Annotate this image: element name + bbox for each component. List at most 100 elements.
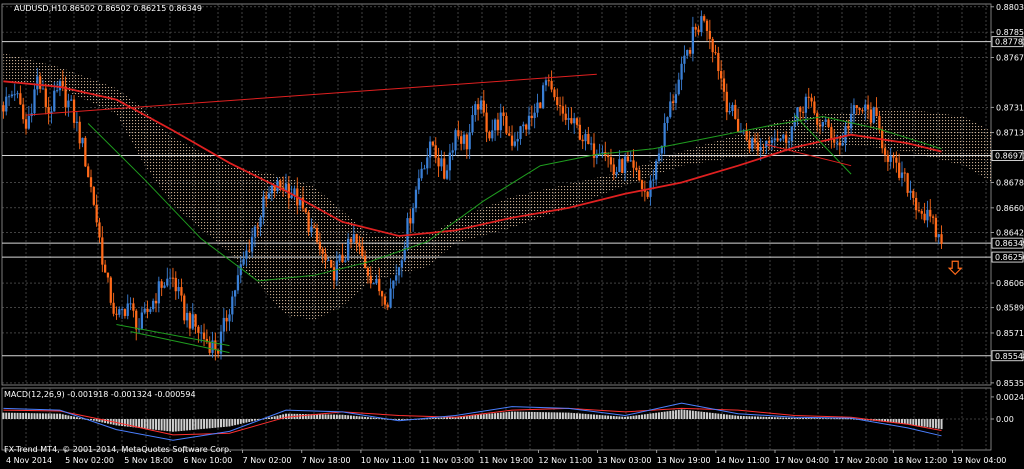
macd-histogram-bar — [539, 412, 542, 419]
candle-body — [55, 90, 59, 92]
candle-body — [931, 216, 935, 218]
candle-body — [27, 116, 30, 129]
macd-histogram-bar — [508, 411, 511, 419]
moving-average-line — [3, 80, 942, 237]
macd-histogram-bar — [776, 417, 779, 419]
candle-body — [513, 141, 516, 146]
macd-histogram-bar — [827, 418, 830, 420]
macd-histogram-bar — [372, 417, 375, 419]
candle-body — [751, 138, 754, 149]
macd-histogram-bar — [573, 413, 576, 419]
candle-body — [635, 167, 638, 171]
macd-histogram-bar — [731, 415, 734, 419]
macd-histogram-bar — [22, 412, 25, 419]
candle-body — [914, 197, 918, 211]
macd-histogram-bar — [830, 418, 833, 420]
macd-histogram-bar — [152, 419, 155, 430]
candle-body — [174, 277, 177, 292]
candle-body — [926, 209, 929, 221]
macd-histogram-bar — [333, 414, 336, 419]
macd-histogram-bar — [446, 417, 449, 419]
macd-histogram-bar — [790, 417, 793, 419]
candle-body — [479, 100, 483, 110]
candle-body — [539, 102, 542, 109]
trend-line — [25, 73, 597, 116]
candle-body — [208, 342, 211, 353]
candle-body — [816, 113, 819, 125]
macd-histogram-bar — [666, 411, 669, 419]
candle-body — [717, 53, 720, 72]
candle-body — [691, 26, 695, 54]
candle-body — [191, 314, 194, 329]
macd-histogram-bar — [680, 409, 683, 419]
candle-body — [327, 259, 330, 261]
macd-histogram-bar — [33, 413, 36, 419]
macd-histogram-bar — [759, 416, 762, 419]
macd-histogram-bar — [358, 416, 361, 419]
candle-body — [273, 185, 276, 192]
macd-histogram-bar — [505, 412, 508, 419]
candle-body — [553, 89, 556, 97]
candle-body — [313, 226, 316, 229]
candle-body — [663, 123, 666, 146]
candle-body — [827, 119, 830, 128]
candle-body — [16, 93, 19, 95]
candle-body — [592, 143, 596, 158]
macd-histogram-bar — [915, 419, 918, 426]
candle-body — [714, 52, 717, 54]
macd-histogram-bar — [852, 418, 855, 420]
candle-body — [338, 254, 341, 261]
macd-histogram-bar — [553, 412, 556, 419]
macd-histogram-bar — [313, 414, 316, 419]
macd-histogram-bar — [19, 412, 22, 419]
candle-body — [541, 85, 545, 109]
candle-body — [824, 119, 827, 122]
macd-histogram-bar — [471, 415, 474, 419]
macd-histogram-bar — [920, 419, 923, 427]
candle-body — [248, 250, 251, 252]
candle-body — [445, 170, 449, 179]
macd-histogram-bar — [369, 417, 372, 419]
candle-body — [773, 138, 776, 141]
macd-histogram-bar — [886, 419, 889, 423]
candle-body — [581, 139, 584, 142]
macd-histogram-bar — [892, 419, 895, 423]
macd-histogram-bar — [454, 416, 457, 419]
candle-body — [804, 96, 808, 113]
x-tick-label: 4 Nov 2014 — [6, 456, 52, 465]
macd-histogram-bar — [330, 414, 333, 419]
candle-body — [595, 154, 598, 158]
macd-histogram-bar — [41, 413, 44, 419]
macd-histogram-bar — [81, 418, 84, 420]
candle-body — [154, 300, 158, 304]
price-tag-box — [991, 237, 1024, 249]
macd-histogram-bar — [618, 416, 621, 419]
x-tick-label: 5 Nov 18:00 — [124, 456, 173, 465]
candle-body — [262, 196, 265, 218]
candle-body — [245, 250, 248, 259]
macd-histogram-bar — [318, 414, 321, 419]
macd-histogram-bar — [756, 416, 759, 419]
candle-body — [457, 130, 460, 137]
macd-histogram-bar — [779, 417, 782, 419]
macd-histogram-bar — [448, 417, 451, 419]
macd-histogram-bar — [265, 418, 268, 419]
macd-histogram-bar — [796, 417, 799, 419]
candle-body — [686, 49, 689, 56]
candle-body — [550, 80, 553, 90]
candle-body — [838, 142, 841, 146]
macd-histogram-bar — [268, 417, 271, 419]
macd-histogram-bar — [638, 415, 641, 419]
macd-histogram-bar — [519, 411, 522, 419]
candle-body — [41, 88, 45, 90]
trend-line — [794, 114, 852, 175]
macd-histogram-bar — [437, 417, 440, 419]
macd-histogram-bar — [550, 412, 553, 419]
candle-body — [355, 234, 358, 244]
candle-body — [872, 107, 875, 123]
macd-histogram-bar — [104, 419, 107, 424]
macd-histogram-bar — [511, 411, 514, 419]
candle-body — [341, 254, 344, 263]
macd-histogram-bar — [39, 413, 42, 419]
